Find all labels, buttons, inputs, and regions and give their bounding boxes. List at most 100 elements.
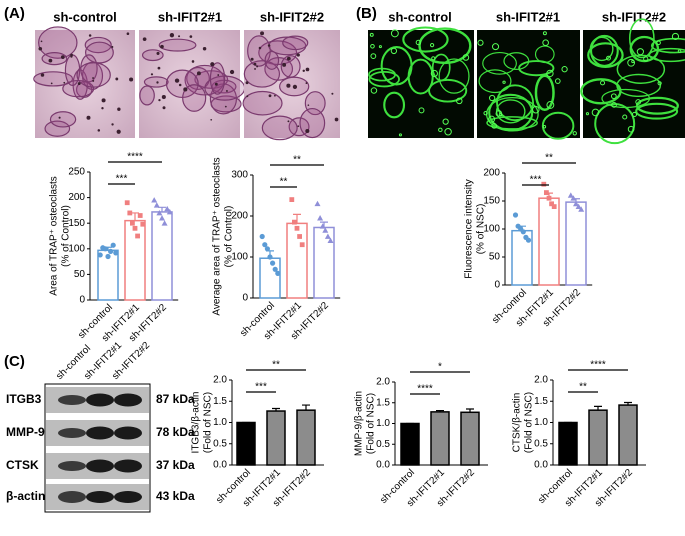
y-axis-label: MMP-9/β-actin (354, 391, 365, 456)
speck (117, 107, 121, 111)
cell (84, 36, 112, 54)
cell (438, 58, 470, 94)
speck (48, 58, 53, 63)
band (114, 491, 142, 503)
y-tick-label: 150 (483, 196, 500, 207)
cell (402, 26, 449, 53)
cell (616, 54, 666, 84)
error-bar (131, 212, 139, 221)
speck (63, 81, 66, 84)
speck (431, 56, 436, 61)
y-tick-label: 1.5 (534, 396, 548, 407)
y-tick-label: 0.0 (376, 460, 390, 471)
significance-label: *** (530, 175, 542, 186)
speck (491, 43, 500, 51)
speck (677, 49, 682, 53)
data-point (317, 215, 324, 221)
cell (299, 107, 326, 139)
band (58, 428, 86, 438)
speck (246, 95, 249, 98)
error-bar (302, 404, 310, 411)
data-point (549, 201, 554, 207)
significance-label: ** (280, 177, 288, 188)
speck (210, 62, 215, 67)
y-tick-label: 2.0 (534, 375, 548, 386)
speck (158, 98, 161, 102)
speck (286, 56, 291, 61)
speck (444, 128, 452, 136)
significance-label: *** (116, 174, 128, 185)
bar (266, 410, 286, 466)
speck (250, 57, 254, 61)
band (58, 395, 86, 405)
data-point (272, 266, 278, 272)
error-bar (624, 401, 632, 406)
speck (296, 53, 300, 57)
cell (80, 54, 98, 83)
blot-bands (46, 387, 149, 510)
data-point (110, 242, 116, 248)
y-axis-label: Fluorescence intensity (464, 179, 475, 279)
speck (635, 99, 642, 105)
speck (224, 105, 227, 108)
bar (400, 422, 420, 466)
cell (141, 49, 164, 62)
speck (585, 112, 590, 116)
bar (430, 411, 450, 466)
panel-label: (B) (356, 5, 377, 22)
cell (648, 47, 685, 63)
speck (369, 32, 374, 37)
cell (368, 71, 400, 88)
image-label: sh-control (53, 9, 117, 24)
y-axis-label: (% of Control) (224, 206, 235, 268)
data-point (135, 233, 140, 239)
speck (86, 115, 91, 120)
data-point (578, 206, 585, 212)
data-point (292, 219, 297, 225)
panel-label: (A) (4, 5, 25, 22)
cell (49, 111, 77, 128)
y-axis-label: (% of NSC) (476, 204, 487, 255)
speck (142, 37, 147, 42)
speck (174, 78, 180, 83)
speck (398, 133, 402, 137)
data-point (297, 234, 302, 239)
y-tick-label: 1.0 (213, 417, 227, 428)
speck (97, 129, 101, 132)
band (86, 393, 114, 407)
bar (538, 197, 560, 286)
fluorescence-image (368, 30, 474, 138)
image-label: sh-IFIT2#2 (602, 9, 666, 24)
cell (264, 50, 280, 70)
cell (486, 116, 538, 130)
speck (111, 123, 114, 126)
y-tick-label: 0.5 (534, 438, 548, 449)
speck (253, 62, 257, 66)
speck (160, 44, 164, 49)
speck (217, 74, 220, 76)
speck (502, 80, 506, 84)
speck (101, 107, 104, 110)
protein-size: 37 kDa (156, 458, 195, 472)
data-point (546, 195, 552, 201)
protein-size: 43 kDa (156, 489, 195, 503)
cell (380, 46, 413, 86)
speck (378, 45, 382, 49)
speck (161, 95, 166, 100)
bar (286, 222, 308, 299)
speck (50, 82, 53, 85)
speck (627, 58, 636, 67)
cell (243, 60, 281, 88)
speck (58, 116, 61, 119)
cell (383, 91, 406, 119)
speck (210, 118, 213, 121)
data-point (137, 213, 143, 218)
data-point (140, 221, 146, 227)
significance-label: *** (255, 382, 267, 393)
speck (488, 115, 496, 123)
protein-name: β-actin (6, 489, 45, 503)
protein-size: 78 kDa (156, 425, 195, 439)
speck (273, 94, 276, 97)
speck (305, 128, 310, 134)
